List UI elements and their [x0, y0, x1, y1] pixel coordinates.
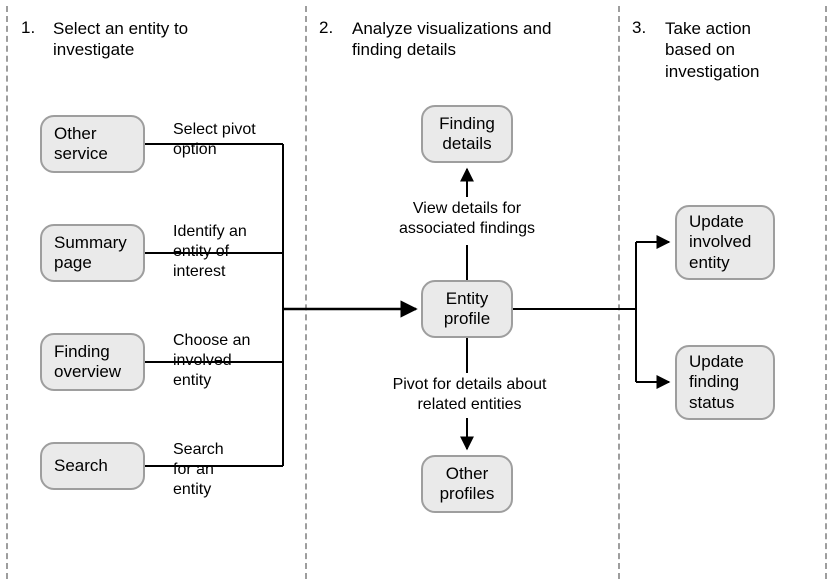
edges	[0, 0, 831, 585]
divider-4	[825, 6, 827, 579]
node-entity-profile: Entity profile	[421, 280, 513, 338]
step-1-number: 1.	[21, 18, 35, 38]
node-other-service: Other service	[40, 115, 145, 173]
divider-1	[6, 6, 8, 579]
diagram-canvas: 1. Select an entity to investigate 2. An…	[0, 0, 831, 585]
divider-2	[305, 6, 307, 579]
step-2-title: Analyze visualizations and finding detai…	[352, 18, 602, 61]
node-summary-page: Summary page	[40, 224, 145, 282]
label-view-details: View details for associated findings	[393, 199, 541, 239]
label-search-entity: Search for an entity	[173, 440, 224, 500]
step-1-title: Select an entity to investigate	[53, 18, 273, 61]
node-other-profiles: Other profiles	[421, 455, 513, 513]
node-update-entity: Update involved entity	[675, 205, 775, 280]
label-choose-entity: Choose an involved entity	[173, 331, 250, 391]
label-select-pivot: Select pivot option	[173, 120, 256, 160]
step-3-title: Take action based on investigation	[665, 18, 815, 82]
node-finding-details: Finding details	[421, 105, 513, 163]
node-finding-overview: Finding overview	[40, 333, 145, 391]
divider-3	[618, 6, 620, 579]
step-2-number: 2.	[319, 18, 333, 38]
node-search: Search	[40, 442, 145, 490]
node-update-status: Update finding status	[675, 345, 775, 420]
step-3-number: 3.	[632, 18, 646, 38]
label-identify-entity: Identify an entity of interest	[173, 222, 247, 282]
label-pivot-related: Pivot for details about related entities	[372, 375, 567, 415]
